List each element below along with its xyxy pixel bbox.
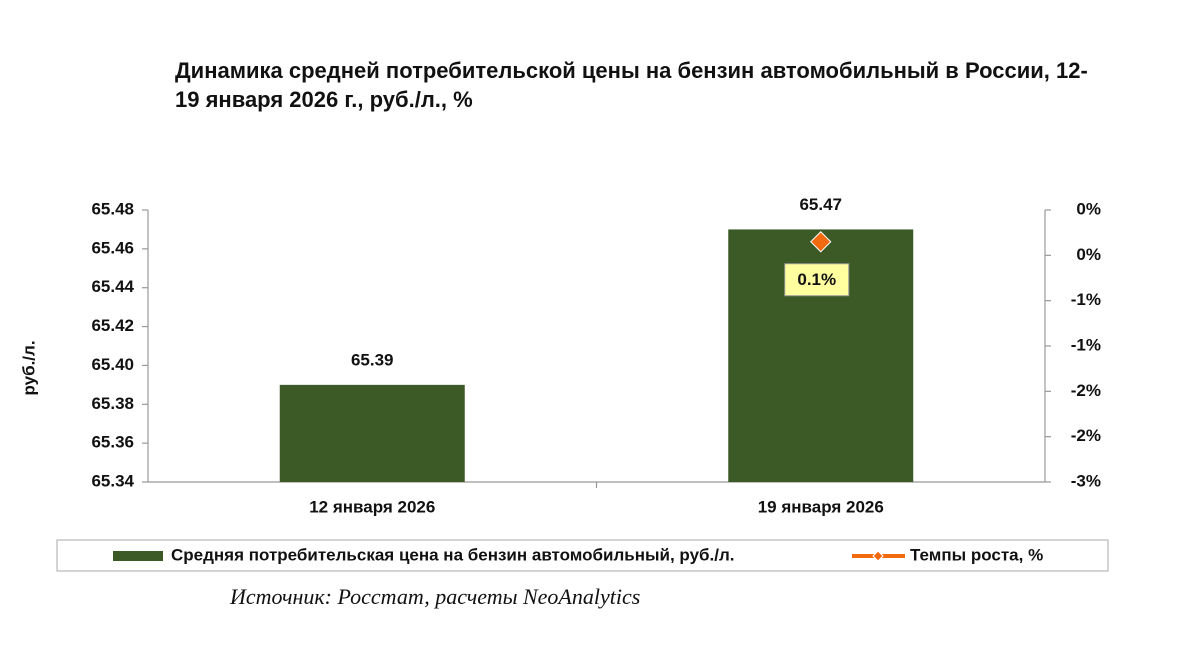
bar-value-label: 65.47	[799, 195, 842, 214]
y2-tick-label: -2%	[1071, 381, 1101, 400]
y2-tick-label: 0%	[1076, 199, 1101, 218]
source: Источник: Росстат, расчеты NeoAnalytics	[229, 584, 640, 609]
y-tick-label: 65.42	[91, 316, 134, 335]
legend-box	[56, 539, 1109, 572]
legend-label: Темпы роста, %	[910, 545, 1043, 564]
x-tick-label: 19 января 2026	[758, 497, 884, 516]
y2-tick-label: -1%	[1071, 290, 1101, 309]
line-value-label: 0.1%	[797, 270, 836, 289]
y2-tick-label: 0%	[1076, 245, 1101, 264]
y-tick-label: 65.38	[91, 394, 134, 413]
y2-tick-label: -2%	[1071, 426, 1101, 445]
y-axis-title: руб./л.	[19, 340, 38, 395]
legend-label: Средняя потребительская цена на бензин а…	[171, 545, 735, 564]
bar-value-label: 65.39	[351, 350, 394, 369]
y2-tick-label: -1%	[1071, 335, 1101, 354]
y-tick-label: 65.40	[91, 355, 134, 374]
legend-swatch	[113, 551, 163, 561]
y-tick-label: 65.46	[91, 238, 134, 257]
bar	[279, 384, 465, 482]
y-tick-label: 65.34	[91, 471, 134, 490]
chart-title: Динамика средней потребительской цены на…	[175, 58, 1088, 112]
legend-swatch-marker	[872, 550, 884, 562]
x-tick-label: 12 января 2026	[309, 497, 435, 516]
y-tick-label: 65.44	[91, 277, 134, 296]
value-label-box	[784, 263, 850, 297]
y-tick-label: 65.36	[91, 433, 134, 452]
y2-tick-label: -3%	[1071, 471, 1101, 490]
line-marker	[810, 231, 832, 253]
y-tick-label: 65.48	[91, 199, 134, 218]
